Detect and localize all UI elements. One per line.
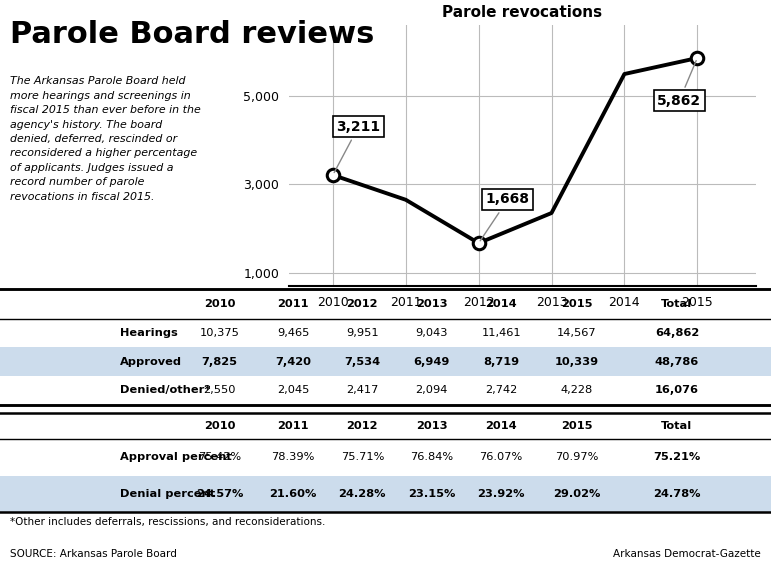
Text: 70.97%: 70.97%: [555, 452, 598, 462]
Title: Parole revocations: Parole revocations: [443, 5, 602, 20]
Text: 2010: 2010: [204, 299, 235, 308]
Text: Total: Total: [662, 421, 692, 431]
Text: 76.07%: 76.07%: [480, 452, 523, 462]
Text: 7,534: 7,534: [345, 357, 380, 367]
Text: Denied/other*: Denied/other*: [120, 385, 210, 396]
Text: 2,550: 2,550: [204, 385, 236, 396]
Text: 5,862: 5,862: [657, 61, 702, 108]
Text: 2010: 2010: [204, 421, 235, 431]
Text: 14,567: 14,567: [557, 328, 597, 338]
Text: 8,719: 8,719: [483, 357, 519, 367]
Text: 21.60%: 21.60%: [269, 489, 317, 499]
Text: 75.42%: 75.42%: [198, 452, 241, 462]
Bar: [0, 475, 771, 512]
Text: SOURCE: Arkansas Parole Board: SOURCE: Arkansas Parole Board: [10, 549, 177, 559]
Text: Arkansas Democrat-Gazette: Arkansas Democrat-Gazette: [613, 549, 761, 559]
Text: 16,076: 16,076: [655, 385, 699, 396]
Text: 11,461: 11,461: [481, 328, 521, 338]
Text: 29.02%: 29.02%: [553, 489, 601, 499]
Text: 10,375: 10,375: [200, 328, 240, 338]
Text: 78.39%: 78.39%: [271, 452, 315, 462]
Text: 2,742: 2,742: [485, 385, 517, 396]
Text: Approved: Approved: [120, 357, 181, 367]
Text: 4,228: 4,228: [561, 385, 593, 396]
Text: The Arkansas Parole Board held
more hearings and screenings in
fiscal 2015 than : The Arkansas Parole Board held more hear…: [10, 76, 200, 201]
Text: 48,786: 48,786: [655, 357, 699, 367]
Text: 76.84%: 76.84%: [410, 452, 453, 462]
Text: 2012: 2012: [347, 421, 378, 431]
Text: *Other includes deferrals, rescissions, and reconsiderations.: *Other includes deferrals, rescissions, …: [10, 517, 325, 527]
Text: 6,949: 6,949: [413, 357, 450, 367]
Text: 2,045: 2,045: [277, 385, 309, 396]
Text: 9,043: 9,043: [416, 328, 448, 338]
Text: 2015: 2015: [561, 421, 592, 431]
Bar: [0, 348, 771, 376]
Text: Parole Board reviews: Parole Board reviews: [10, 20, 375, 49]
Text: 7,825: 7,825: [202, 357, 237, 367]
Text: 24.57%: 24.57%: [196, 489, 244, 499]
Text: 1,668: 1,668: [480, 192, 530, 241]
Text: 9,465: 9,465: [277, 328, 309, 338]
Text: 23.92%: 23.92%: [477, 489, 525, 499]
Text: 2014: 2014: [485, 421, 517, 431]
Text: 3,211: 3,211: [334, 119, 381, 173]
Text: 2015: 2015: [561, 299, 592, 308]
Text: 64,862: 64,862: [655, 328, 699, 338]
Text: 75.21%: 75.21%: [653, 452, 701, 462]
Text: 2012: 2012: [347, 299, 378, 308]
Text: 9,951: 9,951: [346, 328, 379, 338]
Text: 75.71%: 75.71%: [341, 452, 384, 462]
Text: Approval percent: Approval percent: [120, 452, 231, 462]
Text: 2014: 2014: [485, 299, 517, 308]
Text: 2013: 2013: [416, 421, 448, 431]
Text: 2013: 2013: [416, 299, 448, 308]
Text: 10,339: 10,339: [554, 357, 599, 367]
Text: 24.28%: 24.28%: [338, 489, 386, 499]
Text: 2,094: 2,094: [416, 385, 448, 396]
Text: 2011: 2011: [278, 421, 308, 431]
Text: 7,420: 7,420: [275, 357, 311, 367]
Text: Hearings: Hearings: [120, 328, 177, 338]
Text: Denial percent: Denial percent: [120, 489, 214, 499]
Text: 24.78%: 24.78%: [653, 489, 701, 499]
Text: 2,417: 2,417: [346, 385, 379, 396]
Text: Total: Total: [662, 299, 692, 308]
Text: 23.15%: 23.15%: [408, 489, 456, 499]
Text: 2011: 2011: [278, 299, 308, 308]
